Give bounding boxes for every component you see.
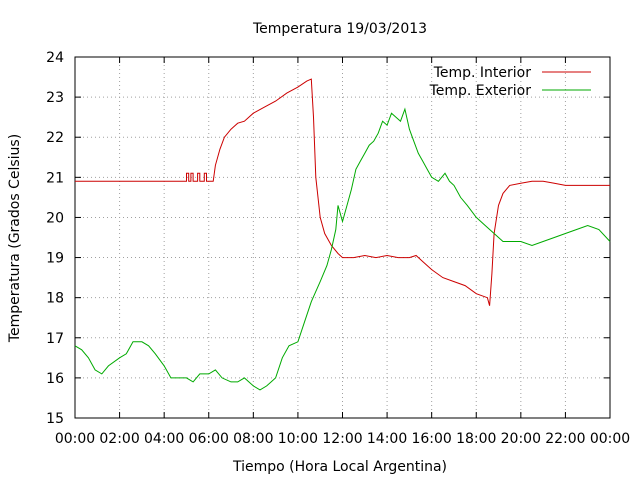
x-tick-label: 22:00 bbox=[545, 431, 585, 447]
x-tick-label: 20:00 bbox=[501, 431, 541, 447]
y-tick-label: 22 bbox=[46, 130, 64, 146]
y-axis-label: Temperatura (Grados Celsius) bbox=[7, 134, 23, 343]
legend: Temp. Interior Temp. Exterior bbox=[429, 65, 591, 99]
y-tick-label: 23 bbox=[46, 90, 64, 106]
x-tick-label: 12:00 bbox=[322, 431, 362, 447]
series-layer bbox=[74, 78, 611, 391]
y-tick-label: 24 bbox=[46, 50, 64, 66]
x-tick-label: 00:00 bbox=[55, 431, 95, 447]
x-tick-label: 02:00 bbox=[99, 431, 139, 447]
x-tick-label: 00:00 bbox=[590, 431, 630, 447]
y-tick-label: 20 bbox=[46, 210, 64, 226]
legend-label: Temp. Exterior bbox=[429, 83, 532, 99]
series-line-1 bbox=[74, 107, 611, 391]
grid-lines bbox=[75, 57, 610, 418]
x-tick-label: 04:00 bbox=[144, 431, 184, 447]
series-line-0 bbox=[75, 78, 610, 306]
legend-label: Temp. Interior bbox=[433, 65, 532, 81]
x-tick-label: 14:00 bbox=[367, 431, 407, 447]
x-tick-label: 06:00 bbox=[189, 431, 229, 447]
y-tick-labels: 15 16 17 18 19 20 21 22 23 24 bbox=[46, 50, 64, 427]
y-tick-label: 19 bbox=[46, 251, 64, 267]
x-tick-label: 18:00 bbox=[456, 431, 496, 447]
y-tick-label: 15 bbox=[46, 411, 64, 427]
axis-ticks bbox=[74, 56, 611, 419]
x-tick-label: 08:00 bbox=[233, 431, 273, 447]
chart-title: Temperatura 19/03/2013 bbox=[252, 21, 427, 37]
x-tick-labels: 00:00 02:00 04:00 06:00 08:00 10:00 12:00 14:00… bbox=[55, 431, 630, 447]
x-tick-label: 16:00 bbox=[411, 431, 451, 447]
y-tick-label: 16 bbox=[46, 371, 64, 387]
y-tick-label: 21 bbox=[46, 170, 64, 186]
x-axis-label: Tiempo (Hora Local Argentina) bbox=[232, 459, 447, 475]
y-tick-label: 18 bbox=[46, 291, 64, 307]
y-tick-label: 17 bbox=[46, 331, 64, 347]
x-tick-label: 10:00 bbox=[278, 431, 318, 447]
